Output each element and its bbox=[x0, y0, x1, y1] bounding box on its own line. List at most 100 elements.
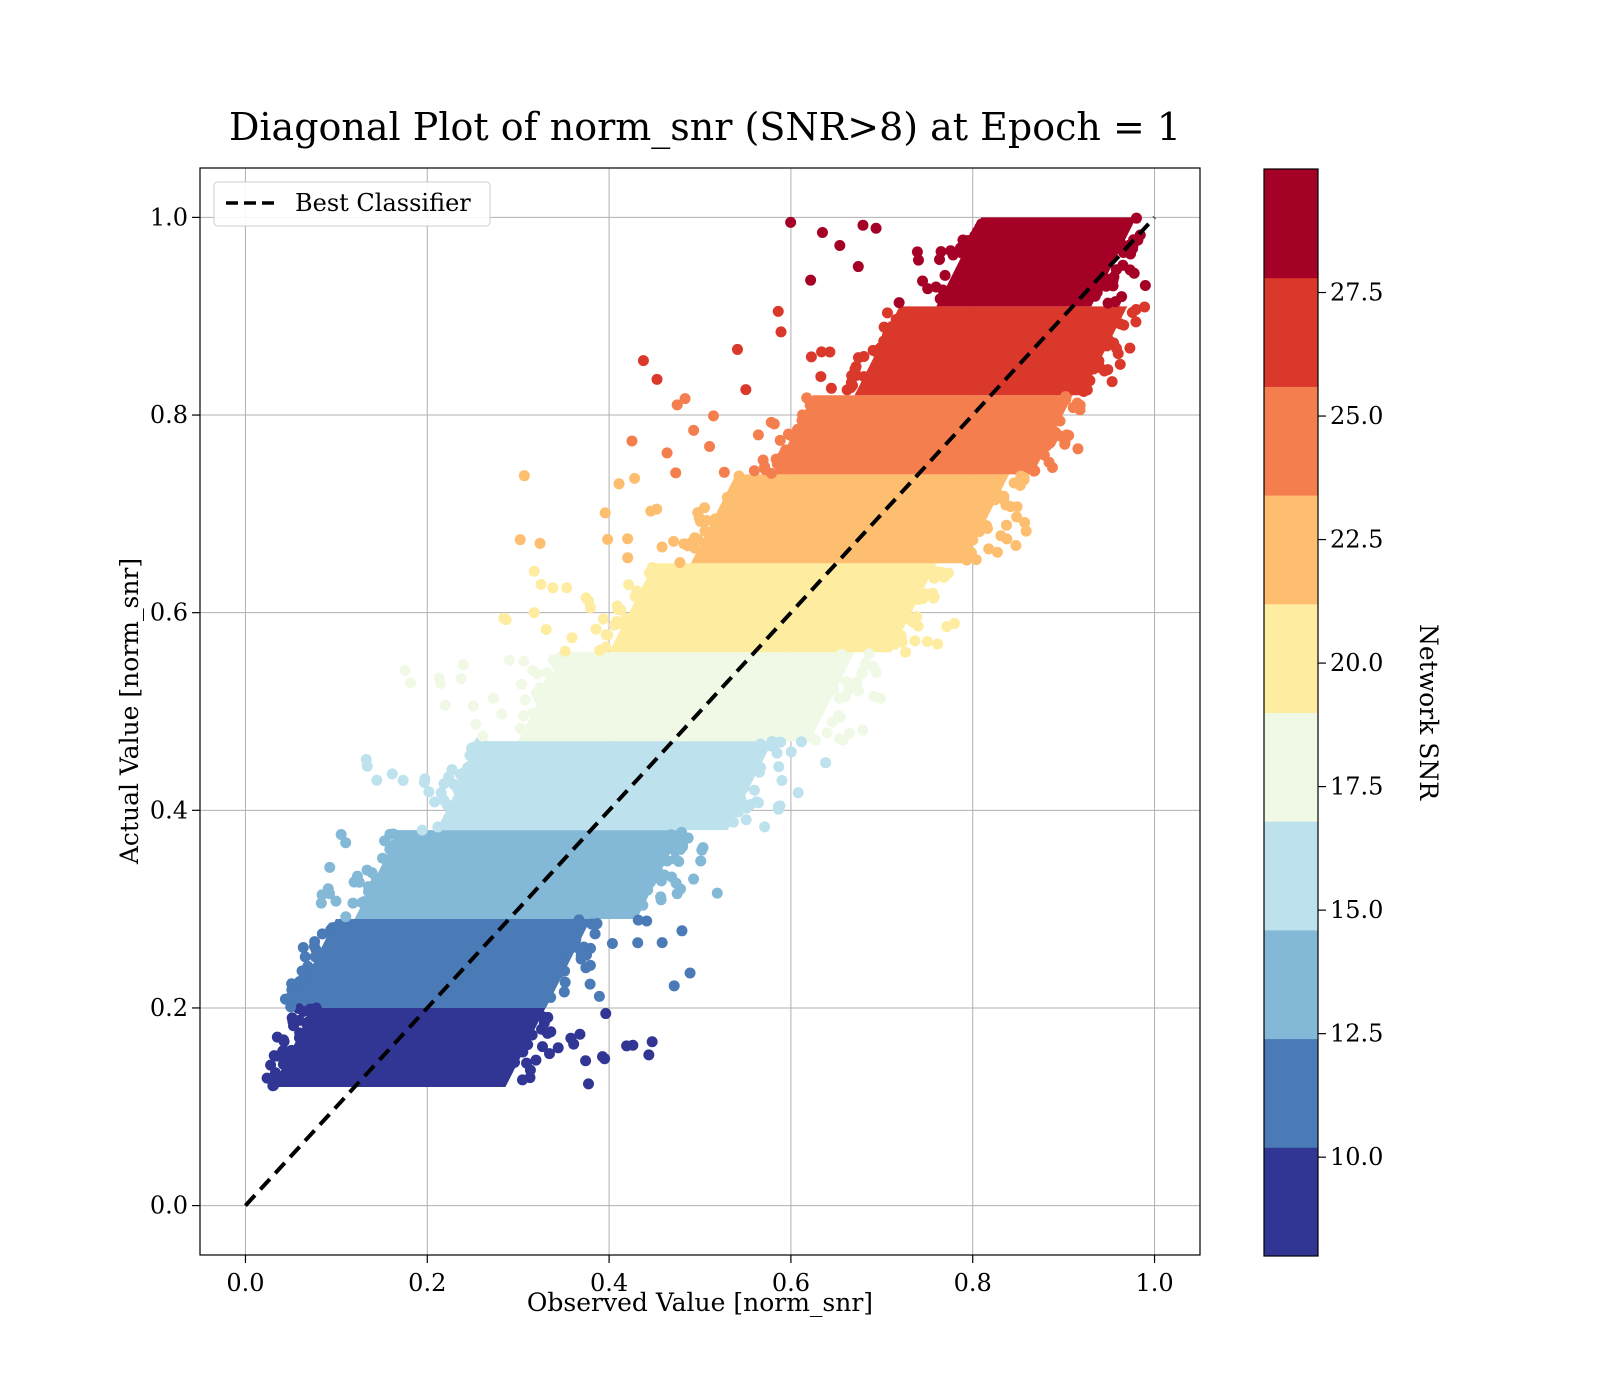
plot-frame bbox=[199, 167, 1201, 1256]
scatter-point bbox=[423, 786, 435, 798]
colorbar-tick-label: 10.0 bbox=[1330, 1143, 1383, 1171]
scatter-point bbox=[896, 636, 908, 648]
colorbar: 10.0 12.5 15.0 17.5 20.0 22.5 25.0 27.5 bbox=[1264, 169, 1383, 1257]
scatter-point bbox=[656, 937, 668, 949]
colorbar-frame bbox=[1263, 168, 1319, 1257]
scatter-point bbox=[748, 784, 760, 796]
scatter-point bbox=[288, 989, 300, 1001]
colorbar-segment bbox=[1264, 169, 1318, 279]
scatter-point bbox=[576, 949, 588, 961]
scatter-point bbox=[682, 540, 694, 552]
scatter-point bbox=[1112, 348, 1124, 360]
y-tick-label: 0.2 bbox=[150, 994, 188, 1022]
scatter-point bbox=[785, 216, 797, 228]
scatter-point bbox=[559, 976, 571, 988]
colorbar-tick-label: 25.0 bbox=[1330, 402, 1383, 430]
scatter-point bbox=[377, 852, 389, 864]
legend-entry-best-classifier: Best Classifier bbox=[295, 189, 471, 217]
scatter-point bbox=[1116, 291, 1128, 303]
scatter-point bbox=[606, 937, 618, 949]
scatter-point bbox=[622, 533, 634, 545]
scatter-point bbox=[487, 692, 499, 704]
scatter-point bbox=[856, 668, 868, 680]
scatter-point bbox=[518, 470, 530, 482]
scatter-point bbox=[1081, 384, 1093, 396]
scatter-point bbox=[959, 240, 971, 252]
y-tick-label: 0.0 bbox=[150, 1192, 188, 1220]
scatter-point bbox=[934, 253, 946, 265]
scatter-point bbox=[753, 766, 765, 778]
scatter-point bbox=[665, 829, 677, 841]
scatter-point bbox=[836, 648, 848, 660]
scatter-point bbox=[661, 447, 673, 459]
scatter-point bbox=[1054, 430, 1066, 442]
scatter-point bbox=[432, 821, 444, 833]
scatter-point bbox=[1011, 511, 1023, 523]
scatter-point bbox=[651, 373, 663, 385]
scatter-point bbox=[771, 747, 783, 759]
scatter-point bbox=[775, 326, 787, 338]
scatter-point bbox=[446, 764, 458, 776]
scatter-point bbox=[580, 962, 592, 974]
colorbar-tick-label: 27.5 bbox=[1330, 279, 1383, 307]
scatter-point bbox=[470, 718, 482, 730]
scatter-point bbox=[857, 724, 869, 736]
scatter-point bbox=[978, 503, 990, 515]
scatter-point bbox=[655, 891, 667, 903]
scatter-point bbox=[682, 832, 694, 844]
scatter-point bbox=[626, 435, 638, 447]
scatter-point bbox=[515, 722, 527, 734]
scatter-point bbox=[733, 470, 745, 482]
scatter-point bbox=[547, 582, 559, 594]
scatter-point bbox=[314, 948, 326, 960]
scatter-point bbox=[362, 881, 374, 893]
scatter-point bbox=[815, 371, 827, 383]
scatter-point bbox=[632, 937, 644, 949]
scatter-point bbox=[785, 746, 797, 758]
scatter-point bbox=[527, 664, 539, 676]
colorbar-segment bbox=[1264, 1147, 1318, 1257]
scatter-point bbox=[1139, 301, 1151, 313]
x-tick-label: 1.0 bbox=[1135, 1269, 1173, 1297]
scatter-point bbox=[620, 612, 632, 624]
scatter-point bbox=[1018, 474, 1030, 486]
scatter-point bbox=[553, 661, 565, 673]
scatter-point bbox=[1046, 462, 1058, 474]
scatter-point bbox=[371, 774, 383, 786]
scatter-point bbox=[387, 828, 399, 840]
scatter-point bbox=[594, 644, 606, 656]
scatter-point bbox=[743, 766, 755, 778]
scatter-point bbox=[834, 240, 846, 252]
scatter-point bbox=[404, 677, 416, 689]
scatter-band-core bbox=[354, 830, 682, 920]
scatter-point bbox=[668, 535, 680, 547]
scatter-point bbox=[418, 776, 430, 788]
scatter-point bbox=[1102, 297, 1114, 309]
y-tick-label: 0.6 bbox=[150, 599, 188, 627]
scatter-point bbox=[285, 1001, 297, 1013]
scatter-point bbox=[645, 876, 657, 888]
scatter-point bbox=[542, 1011, 554, 1023]
scatter-point bbox=[1010, 540, 1022, 552]
scatter-point bbox=[1054, 415, 1066, 427]
scatter-band-core bbox=[272, 1007, 546, 1088]
scatter-point bbox=[912, 254, 924, 266]
scatter-point bbox=[1139, 280, 1151, 292]
scatter-point bbox=[599, 507, 611, 519]
legend-box bbox=[213, 181, 491, 227]
scatter-point bbox=[757, 454, 769, 466]
colorbar-tick-label: 20.0 bbox=[1330, 649, 1383, 677]
scatter-point bbox=[386, 768, 398, 780]
scatter-band-core bbox=[518, 652, 855, 742]
scatter-point bbox=[1074, 399, 1086, 411]
colorbar-segment bbox=[1264, 495, 1318, 605]
scatter-point bbox=[752, 429, 764, 441]
scatter-point bbox=[335, 829, 347, 841]
scatter-point bbox=[1128, 267, 1140, 279]
scatter-point bbox=[597, 1051, 609, 1063]
scatter-point bbox=[326, 922, 338, 934]
scatter-point bbox=[467, 700, 479, 712]
scatter-point bbox=[433, 672, 445, 684]
scatter-point bbox=[602, 629, 614, 641]
scatter-point bbox=[466, 758, 478, 770]
